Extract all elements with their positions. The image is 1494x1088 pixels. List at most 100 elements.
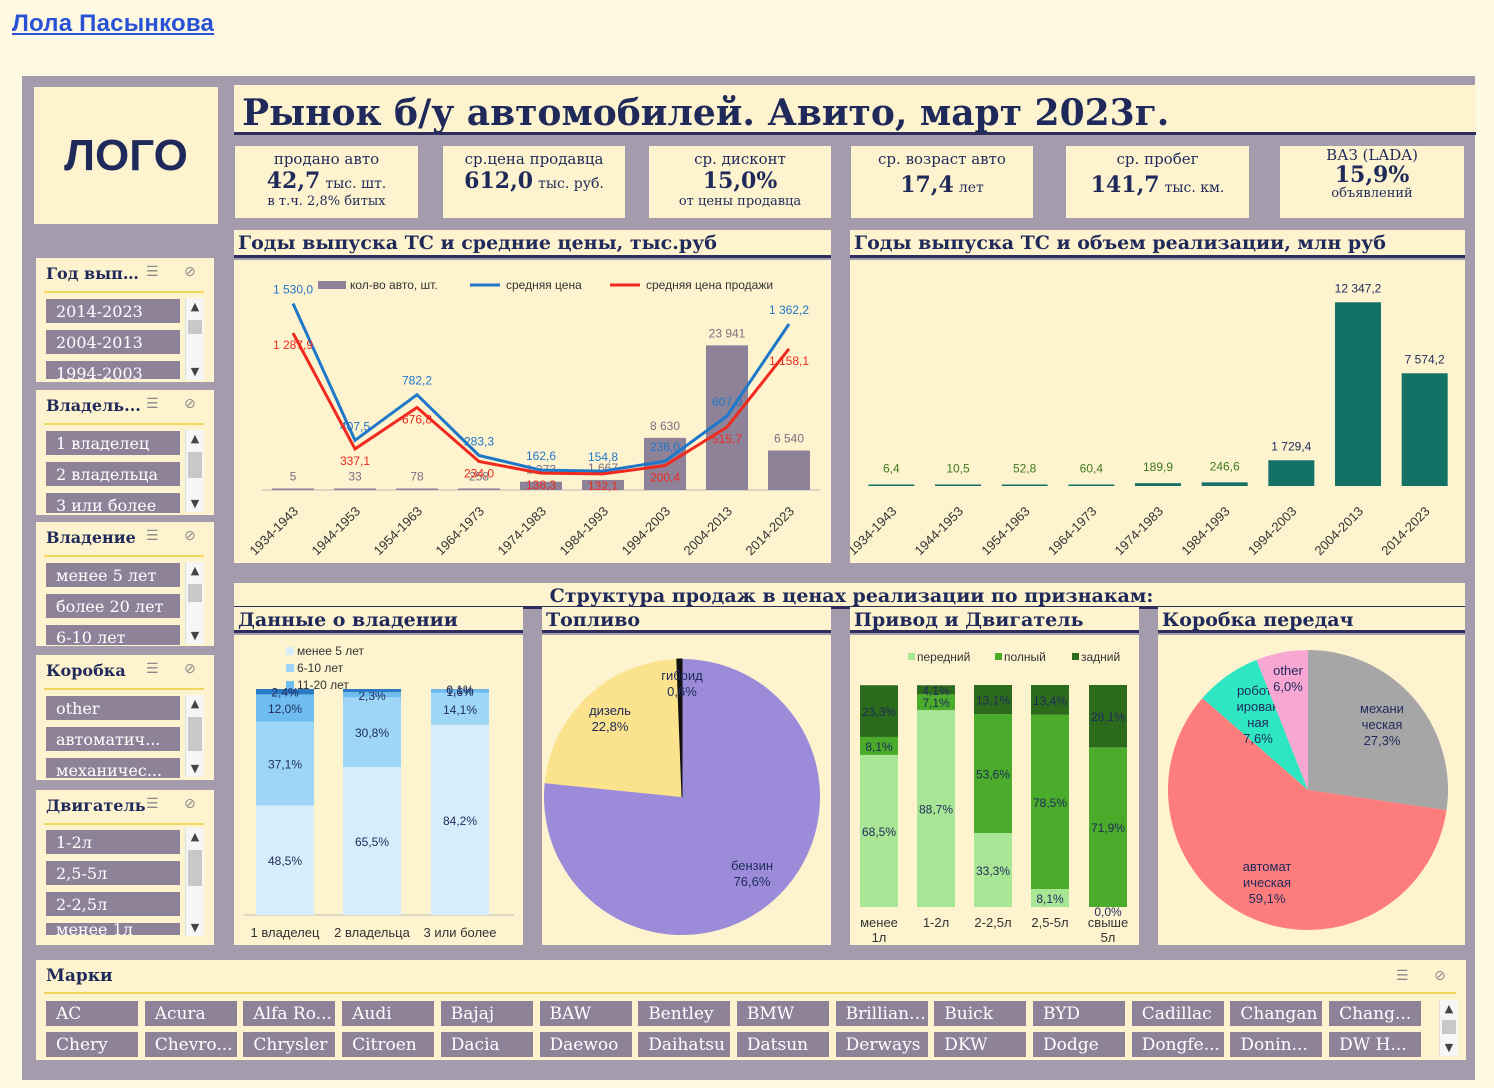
brand-item[interactable]: Cadillac (1131, 1001, 1224, 1026)
brand-item[interactable]: Chrysler (243, 1032, 336, 1057)
multi-select-icon[interactable]: ☰ (1396, 968, 1409, 984)
slicer-gearbox: Коробка ☰ ⊘ other автоматич... механичес… (36, 655, 214, 780)
slicer-item[interactable]: 2-2,5л (46, 892, 180, 916)
slicer-item[interactable]: 2004-2013 (46, 330, 180, 354)
slicer-item[interactable]: 3 или более (46, 493, 180, 513)
scroll-down-icon[interactable]: ▼ (190, 762, 200, 775)
scrollbar[interactable]: ▲ ▼ (185, 695, 204, 777)
clear-filter-icon[interactable]: ⊘ (184, 796, 196, 812)
brand-item[interactable]: Daihatsu (638, 1032, 731, 1057)
clear-filter-icon[interactable]: ⊘ (184, 661, 196, 677)
scrollbar[interactable]: ▲ ▼ (185, 562, 204, 644)
scroll-thumb[interactable] (188, 717, 202, 751)
bar-data-label: 10,5 (946, 462, 970, 476)
divider (44, 823, 204, 825)
slicer-item[interactable]: 6-10 лет (46, 625, 180, 645)
multi-select-icon[interactable]: ☰ (146, 264, 159, 280)
scroll-thumb[interactable] (188, 850, 202, 886)
x-tick-label: менее (860, 915, 898, 930)
slicer-item[interactable]: 2,5-5л (46, 861, 180, 885)
multi-select-icon[interactable]: ☰ (146, 528, 159, 544)
brand-item[interactable]: Bentley (638, 1001, 731, 1026)
slicer-item[interactable]: менее 1л (46, 923, 180, 935)
scroll-thumb[interactable] (188, 584, 202, 602)
brand-item[interactable]: BMW (736, 1001, 829, 1026)
scroll-up-icon[interactable]: ▲ (1444, 1002, 1454, 1015)
scroll-down-icon[interactable]: ▼ (190, 497, 200, 510)
slicer-item[interactable]: менее 5 лет (46, 563, 180, 587)
scroll-down-icon[interactable]: ▼ (190, 921, 200, 934)
brand-item[interactable]: Acura (144, 1001, 237, 1026)
line-data-label: 782,2 (402, 374, 432, 388)
section-title-gearbox: Коробка передач (1158, 607, 1465, 633)
x-tick-label: 2 владельца (334, 925, 410, 940)
slicer-item[interactable]: other (46, 696, 180, 720)
scroll-up-icon[interactable]: ▲ (190, 432, 200, 445)
scroll-thumb[interactable] (188, 320, 202, 334)
slicer-item[interactable]: 1994-2003 (46, 361, 180, 379)
multi-select-icon[interactable]: ☰ (146, 661, 159, 677)
slicer-item[interactable]: автоматич... (46, 727, 180, 751)
slicer-item[interactable]: 1 владелец (46, 431, 180, 455)
scroll-down-icon[interactable]: ▼ (190, 629, 200, 642)
brand-item[interactable]: Bajaj (440, 1001, 533, 1026)
legend-label: 11-20 лет (297, 678, 349, 692)
brand-item[interactable]: Alfa Ro... (243, 1001, 336, 1026)
clear-filter-icon[interactable]: ⊘ (184, 396, 196, 412)
brand-item[interactable]: Buick (934, 1001, 1027, 1026)
scroll-down-icon[interactable]: ▼ (190, 365, 200, 378)
scroll-up-icon[interactable]: ▲ (190, 830, 200, 843)
line-data-label: 1 530,0 (273, 283, 313, 297)
scrollbar[interactable]: ▲ ▼ (1439, 1000, 1458, 1056)
clear-filter-icon[interactable]: ⊘ (1434, 968, 1446, 984)
brand-item[interactable]: Dodge (1033, 1032, 1125, 1057)
brand-item[interactable]: Derways (835, 1032, 928, 1057)
x-tick-label: 1994-2003 (1245, 504, 1300, 559)
brand-item[interactable]: DKW (934, 1032, 1027, 1057)
scroll-up-icon[interactable]: ▲ (190, 697, 200, 710)
bar-data-label: 37,1% (268, 757, 302, 771)
brand-item[interactable]: Dacia (440, 1032, 533, 1057)
scrollbar[interactable]: ▲ ▼ (185, 828, 204, 936)
brand-item[interactable]: Daewoo (539, 1032, 632, 1057)
slicer-item[interactable]: 2 владельца (46, 462, 180, 486)
scroll-up-icon[interactable]: ▲ (190, 300, 200, 313)
slicer-item[interactable]: 2014-2023 (46, 299, 180, 323)
brand-item[interactable]: Brilliance (835, 1001, 928, 1026)
brand-item[interactable]: Chevro... (144, 1032, 237, 1057)
slicer-item[interactable]: механичес... (46, 758, 180, 778)
bar-data-label: 189,9 (1143, 460, 1173, 474)
slicer-item[interactable]: более 20 лет (46, 594, 180, 618)
slicer-item[interactable]: 1-2л (46, 830, 180, 854)
scroll-up-icon[interactable]: ▲ (190, 564, 200, 577)
scroll-thumb[interactable] (1442, 1020, 1456, 1034)
bar-segment (917, 685, 955, 695)
scroll-thumb[interactable] (188, 452, 202, 478)
clear-filter-icon[interactable]: ⊘ (184, 264, 196, 280)
scrollbar[interactable]: ▲ ▼ (185, 430, 204, 512)
brand-item[interactable]: Chang... (1329, 1001, 1422, 1026)
brand-item[interactable]: AC (46, 1001, 138, 1026)
kpi-value: 17,4 (900, 172, 954, 198)
multi-select-icon[interactable]: ☰ (146, 396, 159, 412)
brand-item[interactable]: Datsun (736, 1032, 829, 1057)
scroll-down-icon[interactable]: ▼ (1444, 1041, 1454, 1054)
brand-item[interactable]: DW H... (1329, 1032, 1422, 1057)
multi-select-icon[interactable]: ☰ (146, 796, 159, 812)
bar (768, 450, 810, 490)
clear-filter-icon[interactable]: ⊘ (184, 528, 196, 544)
brand-item[interactable]: Citroen (342, 1032, 435, 1057)
pie-data-label: бензин (731, 858, 773, 873)
bar-data-label: 8,1% (865, 740, 893, 754)
brand-item[interactable]: Donin... (1230, 1032, 1323, 1057)
bar-segment (974, 714, 1012, 834)
scrollbar[interactable]: ▲ ▼ (185, 298, 204, 380)
brand-item[interactable]: BYD (1033, 1001, 1125, 1026)
brand-item[interactable]: Chery (46, 1032, 138, 1057)
brand-item[interactable]: Dongfe... (1131, 1032, 1224, 1057)
brand-item[interactable]: Audi (342, 1001, 435, 1026)
author-link[interactable]: Лола Пасынкова (12, 10, 215, 37)
brand-item[interactable]: BAW (539, 1001, 632, 1026)
brand-item[interactable]: Changan (1230, 1001, 1323, 1026)
